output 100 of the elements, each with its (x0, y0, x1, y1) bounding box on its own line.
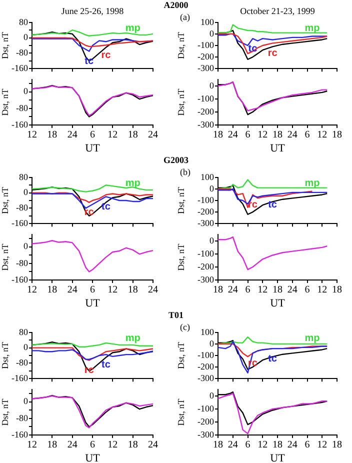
series-label: mp (304, 23, 320, 34)
y-tick-label: 0 (210, 338, 214, 348)
y-tick-label: -100 (198, 93, 214, 104)
text: A2000 (162, 0, 190, 10)
x-tick-label: 6 (90, 284, 95, 296)
x-tick-label: 24 (287, 130, 298, 141)
y-axis-title: Dst, nT (176, 342, 186, 369)
series-label: tc (101, 201, 111, 212)
y-tick-label: 100 (200, 172, 214, 182)
y-tick-label: -300 (198, 372, 214, 383)
y-tick-label: 0 (24, 187, 28, 198)
y-tick-label: 0 (210, 390, 214, 400)
text: (a) (180, 12, 190, 22)
x-tick-label: 6 (90, 440, 95, 451)
x-tick-label: 24 (67, 440, 78, 451)
y-axis-title: Dst, nT (0, 88, 10, 116)
x-axis-title: UT (270, 297, 286, 310)
x-tick-label: 18 (47, 130, 58, 141)
x-tick-label: 12 (27, 284, 37, 296)
y-tick-label: 0 (210, 28, 214, 38)
y-axis-title: Dst, nT (176, 398, 186, 426)
text: (b) (180, 167, 190, 177)
text: (c) (180, 322, 190, 332)
x-tick-label: 18 (128, 440, 138, 451)
y-tick-label: 0 (210, 183, 214, 194)
y-tick-label: -160 (12, 119, 28, 130)
y-tick-label: -300 (198, 429, 214, 440)
y-tick-label: -80 (16, 202, 28, 213)
y-tick-label: 80 (19, 16, 28, 27)
x-tick-label: 24 (148, 130, 158, 141)
x-tick-label: 12 (317, 440, 328, 451)
y-axis-title: Dst, nT (176, 243, 186, 271)
y-tick-label: 0 (24, 32, 28, 42)
x-axis-title: UT (85, 142, 100, 154)
y-tick-label: -200 (198, 416, 214, 426)
x-tick-label: 18 (332, 130, 342, 141)
y-tick-label: -160 (12, 218, 28, 228)
y-tick-label: -80 (16, 412, 28, 423)
y-tick-label: 0 (24, 396, 28, 406)
x-tick-label: 24 (67, 130, 78, 141)
y-tick-label: 0 (24, 241, 28, 252)
x-tick-label: 12 (317, 130, 328, 141)
x-tick-label: 18 (272, 130, 282, 141)
x-tick-label: 6 (304, 440, 310, 451)
series-label: tc (84, 56, 94, 68)
y-tick-label: -300 (198, 119, 214, 130)
y-axis-title: Dst, nT (0, 186, 10, 214)
y-tick-label: -80 (16, 102, 28, 113)
x-tick-label: 24 (287, 284, 298, 296)
x-tick-label: 12 (258, 130, 268, 141)
y-tick-label: -200 (198, 106, 214, 116)
y-tick-label: 0 (24, 86, 28, 96)
series-label: rc (101, 50, 112, 61)
x-tick-label: 6 (245, 284, 250, 296)
series-label: tc (268, 199, 278, 210)
x-tick-label: 6 (245, 440, 250, 451)
x-tick-label: 6 (304, 130, 310, 141)
y-tick-label: -100 (198, 194, 214, 205)
y-axis-title: Dst, nT (0, 32, 10, 59)
y-tick-label: 100 (200, 16, 214, 27)
x-tick-label: 12 (108, 130, 118, 141)
y-tick-label: -300 (198, 62, 214, 73)
x-tick-label: 18 (213, 130, 223, 141)
series-label: tc (101, 359, 111, 370)
x-tick-label: 12 (317, 284, 328, 296)
y-tick-label: -200 (198, 51, 214, 62)
chart-title: October 21-23, 1999 (239, 6, 316, 16)
y-axis-title: Dst, nT (0, 342, 10, 369)
y-tick-label: 80 (19, 172, 28, 182)
x-tick-label: 12 (108, 440, 118, 451)
y-tick-label: -300 (198, 218, 214, 228)
y-tick-label: -160 (12, 274, 28, 284)
series-label: mp (125, 23, 140, 34)
x-tick-label: 12 (258, 284, 268, 296)
x-axis-title: UT (85, 452, 100, 463)
x-tick-label: 12 (258, 440, 268, 451)
series-label: mp (304, 333, 320, 344)
x-tick-label: 12 (27, 440, 37, 451)
x-tick-label: 18 (332, 284, 342, 296)
text: G2003 (162, 155, 190, 165)
x-tick-label: 18 (272, 284, 282, 296)
y-tick-label: -100 (198, 403, 214, 414)
y-axis-title: Dst, nT (0, 398, 10, 426)
x-tick-label: 24 (148, 284, 158, 296)
y-tick-label: -300 (198, 274, 214, 284)
y-tick-label: -100 (198, 248, 214, 258)
series-label: mp (304, 178, 320, 190)
y-tick-label: -80 (16, 358, 28, 368)
y-axis-title: Dst, nT (176, 88, 186, 116)
x-tick-label: 18 (128, 130, 138, 141)
x-tick-label: 24 (287, 440, 298, 451)
x-tick-label: 6 (90, 130, 95, 141)
x-tick-label: 18 (332, 440, 342, 451)
y-axis-title: Dst, nT (0, 243, 10, 271)
y-tick-label: -100 (198, 350, 214, 360)
y-tick-label: -160 (12, 429, 28, 440)
x-tick-label: 6 (245, 130, 250, 141)
x-tick-label: 12 (27, 130, 37, 141)
y-tick-label: -160 (12, 372, 28, 383)
y-axis-title: Dst, nT (176, 186, 186, 214)
